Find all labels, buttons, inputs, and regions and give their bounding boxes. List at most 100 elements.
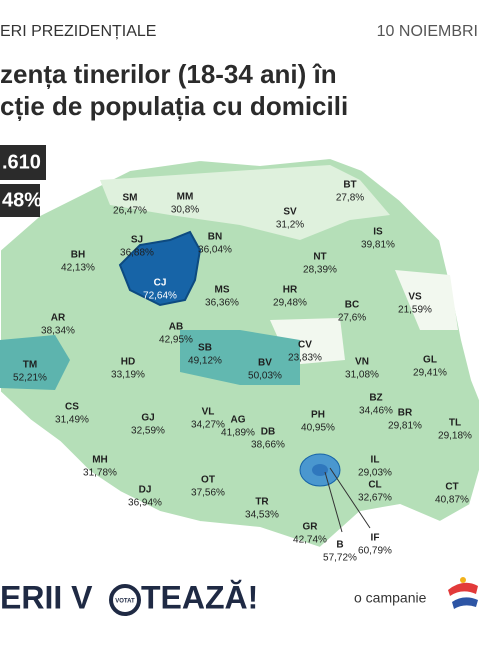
county-code: BT	[343, 180, 356, 191]
county-code: OT	[201, 475, 215, 486]
county-value: 34,27%	[191, 420, 225, 431]
county-code: GL	[423, 355, 437, 366]
county-value: 42,95%	[159, 335, 193, 346]
county-value: 42,13%	[61, 263, 95, 274]
county-code: MM	[177, 192, 194, 203]
title-line: cție de populația cu domicili	[0, 91, 348, 121]
county-code: PH	[311, 410, 325, 421]
county-value: 31,2%	[276, 220, 304, 231]
county-code: AR	[51, 313, 66, 324]
county-value: 50,03%	[248, 371, 282, 382]
county-code: B	[336, 540, 343, 551]
pointer-if	[329, 467, 371, 529]
county-code: MH	[92, 455, 108, 466]
county-code: BR	[398, 408, 413, 419]
campaign-label: o campanie	[354, 590, 427, 606]
county-code: SV	[283, 207, 297, 218]
county-value: 29,81%	[388, 421, 422, 432]
pointer-b	[324, 471, 343, 533]
date-label: 10 NOIEMBRI	[377, 23, 478, 40]
region-b	[312, 464, 328, 476]
county-value: 29,03%	[358, 468, 392, 479]
region-light	[395, 270, 458, 330]
county-value: 28,39%	[303, 265, 337, 276]
region-cj	[118, 230, 202, 307]
county-value: 32,67%	[358, 493, 392, 504]
county-value: 26,47%	[113, 206, 147, 217]
county-value: 34,46%	[359, 406, 393, 417]
county-value: 34,53%	[245, 510, 279, 521]
section-label: ERI PREZIDENȚIALE	[0, 23, 156, 40]
county-code: BH	[71, 250, 85, 261]
county-labels: SM 26,47% MM 30,8% BT 27,8% SJ 36,88% BN 36,04% SV…	[13, 180, 472, 564]
county-code: HD	[121, 357, 135, 368]
county-code: SM	[123, 193, 138, 204]
county-value: 23,83%	[288, 353, 322, 364]
county-value: 31,78%	[83, 468, 117, 479]
county-value: 37,56%	[191, 488, 225, 499]
title-line: zența tinerilor (18-34 ani) în	[0, 59, 337, 89]
county-value: 36,88%	[120, 248, 154, 259]
county-code: IS	[373, 227, 383, 238]
county-code: CS	[65, 402, 79, 413]
total-count: .610	[2, 151, 41, 173]
county-code: SB	[198, 343, 212, 354]
county-code: DJ	[139, 485, 152, 496]
county-code: GR	[303, 522, 319, 533]
county-code: VN	[355, 357, 369, 368]
county-value: 39,81%	[361, 240, 395, 251]
county-value: 36,04%	[198, 245, 232, 256]
brand-badge	[109, 584, 141, 616]
county-value: 36,94%	[128, 498, 162, 509]
county-value: 40,87%	[435, 495, 469, 506]
county-value: 38,34%	[41, 326, 75, 337]
total-percent: 48%	[2, 189, 42, 211]
county-value: 72,64%	[143, 291, 177, 302]
county-value: 36,36%	[205, 298, 239, 309]
county-code: IL	[371, 455, 380, 466]
county-value: 31,08%	[345, 370, 379, 381]
county-value: 27,6%	[338, 313, 366, 324]
county-value: 57,72%	[323, 553, 357, 564]
brand: TEAZĂ!	[141, 579, 258, 615]
county-value: 42,74%	[293, 535, 327, 546]
region-light	[100, 165, 390, 240]
county-code: BN	[208, 232, 222, 243]
county-code: MS	[215, 285, 230, 296]
county-code: CL	[368, 480, 381, 491]
county-code: BZ	[369, 393, 382, 404]
logo	[452, 597, 478, 609]
county-value: 32,59%	[131, 426, 165, 437]
county-value: 31,49%	[55, 415, 89, 426]
county-value: 60,79%	[358, 546, 392, 557]
county-code: IF	[371, 533, 380, 544]
county-code: SJ	[131, 235, 143, 246]
county-value: 33,19%	[111, 370, 145, 381]
county-value: 29,48%	[273, 298, 307, 309]
county-code: GJ	[141, 413, 154, 424]
county-code: TL	[449, 418, 461, 429]
county-code: TR	[255, 497, 269, 508]
county-code: BC	[345, 300, 359, 311]
county-value: 40,95%	[301, 423, 335, 434]
total-box	[0, 184, 40, 217]
county-code: AG	[231, 415, 246, 426]
brand: ERII V	[0, 579, 93, 615]
county-value: 29,18%	[438, 431, 472, 442]
county-code: VS	[408, 292, 422, 303]
county-code: HR	[283, 285, 298, 296]
county-value: 21,59%	[398, 305, 432, 316]
county-value: 30,8%	[171, 205, 199, 216]
county-value: 49,12%	[188, 356, 222, 367]
county-code: NT	[313, 252, 326, 263]
logo	[460, 577, 466, 583]
county-code: CJ	[154, 278, 167, 289]
county-value: 29,41%	[413, 368, 447, 379]
county-value: 41,89%	[221, 428, 255, 439]
region-teal	[0, 335, 70, 390]
logo	[448, 582, 478, 596]
county-code: CV	[298, 340, 312, 351]
county-code: BV	[258, 358, 272, 369]
region-teal	[180, 330, 300, 385]
